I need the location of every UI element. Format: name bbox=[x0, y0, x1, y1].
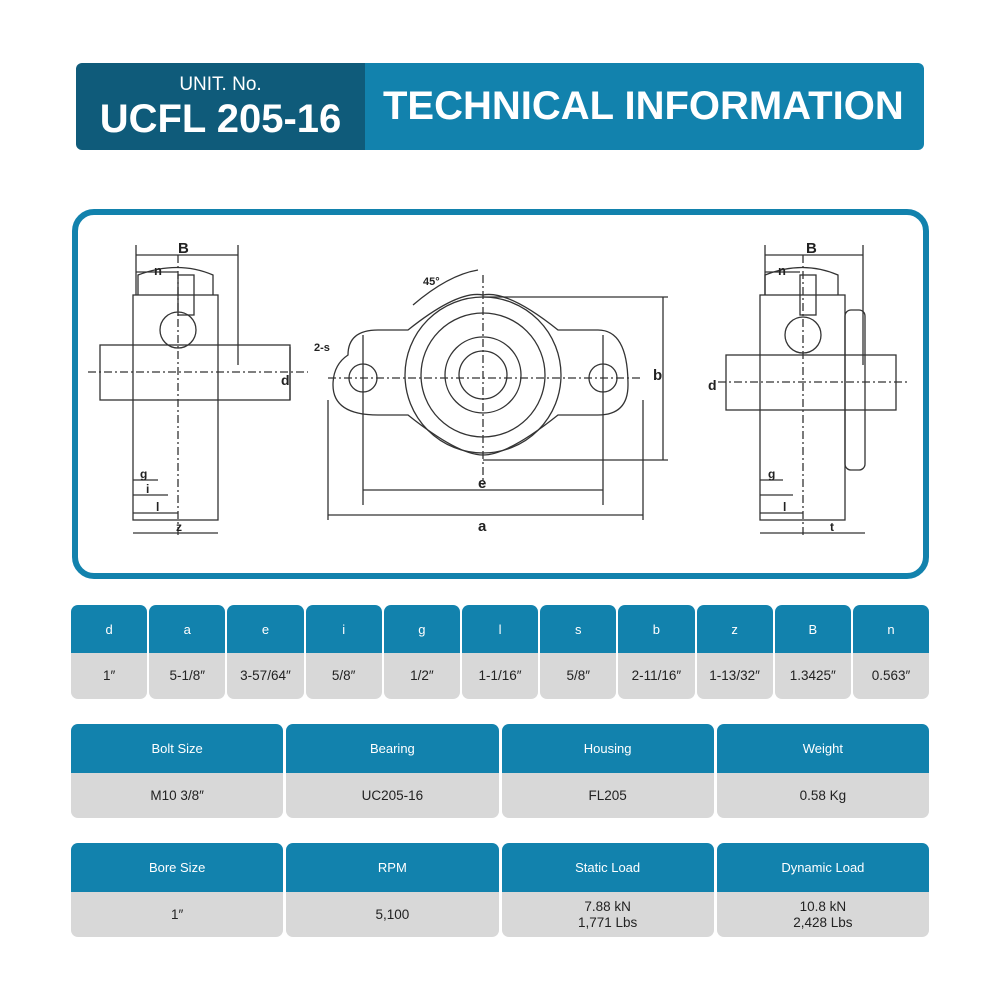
right-label-n: n bbox=[778, 263, 786, 278]
column-value: 1.3425″ bbox=[774, 653, 851, 699]
table-column: Bearing UC205-16 bbox=[286, 724, 499, 818]
column-value: 5-1/8″ bbox=[149, 653, 226, 699]
table-column: Bolt Size M10 3/8″ bbox=[71, 724, 284, 818]
right-label-t: t bbox=[830, 520, 834, 534]
column-header: a bbox=[149, 605, 226, 653]
column-value: FL205 bbox=[501, 773, 714, 818]
value-line: 7.88 kN bbox=[584, 898, 631, 914]
front-view bbox=[327, 269, 668, 520]
column-header: l bbox=[461, 605, 539, 653]
left-label-l: l bbox=[156, 500, 159, 514]
column-header: Housing bbox=[501, 724, 714, 773]
column-header: e bbox=[227, 605, 304, 653]
column-value: 1/2″ bbox=[383, 653, 460, 699]
column-header: b bbox=[618, 605, 695, 653]
technical-drawing: B n d g i l z bbox=[88, 240, 908, 535]
column-header: n bbox=[852, 605, 930, 653]
left-label-z: z bbox=[176, 520, 182, 534]
table-column: i 5/8″ bbox=[305, 605, 382, 699]
table-column: Housing FL205 bbox=[501, 724, 714, 818]
table-column: b 2-11/16″ bbox=[618, 605, 695, 699]
unit-number: UCFL 205-16 bbox=[99, 96, 342, 141]
table-column: Bore Size 1″ bbox=[71, 843, 284, 937]
column-header: Bearing bbox=[286, 724, 499, 773]
table-column: n 0.563″ bbox=[852, 605, 930, 699]
column-header: i bbox=[305, 605, 382, 653]
left-label-i: i bbox=[146, 482, 149, 496]
right-label-d: d bbox=[708, 377, 717, 393]
table-column: a 5-1/8″ bbox=[149, 605, 226, 699]
column-header: Bore Size bbox=[71, 843, 284, 892]
column-header: g bbox=[383, 605, 460, 653]
column-value: 0.58 Kg bbox=[716, 773, 929, 818]
column-value: 5/8″ bbox=[305, 653, 382, 699]
left-label-B: B bbox=[178, 240, 189, 257]
value-line: 5,100 bbox=[375, 906, 410, 922]
table-column: g 1/2″ bbox=[383, 605, 460, 699]
unit-box: UNIT. No. UCFL 205-16 bbox=[76, 63, 365, 150]
specs-table-2: Bore Size 1″ RPM 5,100 Static Load 7.88 kN 1,7… bbox=[71, 843, 929, 937]
column-value: 2-11/16″ bbox=[618, 653, 695, 699]
column-value: 1″ bbox=[71, 653, 148, 699]
table-column: RPM 5,100 bbox=[286, 843, 499, 937]
table-column: Weight 0.58 Kg bbox=[716, 724, 929, 818]
column-value: UC205-16 bbox=[286, 773, 499, 818]
page-title: TECHNICAL INFORMATION bbox=[365, 63, 924, 150]
column-header: RPM bbox=[286, 843, 499, 892]
value-line: 10.8 kN bbox=[799, 898, 847, 914]
column-value: 1-1/16″ bbox=[461, 653, 539, 699]
table-column: d 1″ bbox=[71, 605, 148, 699]
front-label-e: e bbox=[478, 475, 486, 492]
dimensions-table: d 1″ a 5-1/8″ e 3-57/64″ i 5/8″ g 1/2″ l 1-1/16″ s 5/… bbox=[71, 605, 930, 699]
technical-drawing-frame: B n d g i l z bbox=[72, 209, 929, 579]
column-header: Static Load bbox=[501, 843, 714, 892]
right-label-l: l bbox=[783, 500, 786, 514]
table-column: s 5/8″ bbox=[540, 605, 617, 699]
column-header: Dynamic Load bbox=[716, 843, 929, 892]
right-label-g: g bbox=[768, 467, 775, 481]
right-side-view bbox=[718, 245, 908, 535]
front-label-b: b bbox=[653, 367, 662, 384]
column-header: B bbox=[774, 605, 851, 653]
value-line: 2,428 Lbs bbox=[793, 914, 853, 930]
front-label-holes: 2-s bbox=[314, 342, 330, 354]
value-line: 1,771 Lbs bbox=[577, 914, 638, 930]
column-header: z bbox=[696, 605, 773, 653]
column-value: 0.563″ bbox=[852, 653, 930, 699]
right-label-B: B bbox=[806, 240, 817, 257]
column-value: 3-57/64″ bbox=[227, 653, 304, 699]
column-value: 5,100 bbox=[286, 892, 499, 937]
column-header: Weight bbox=[716, 724, 929, 773]
left-label-d: d bbox=[281, 372, 290, 388]
left-side-view bbox=[88, 245, 308, 535]
table-column: Dynamic Load 10.8 kN 2,428 Lbs bbox=[716, 843, 929, 937]
column-value: 5/8″ bbox=[540, 653, 617, 699]
column-value: 1″ bbox=[71, 892, 284, 937]
front-label-a: a bbox=[478, 518, 487, 535]
header-banner: UNIT. No. UCFL 205-16 TECHNICAL INFORMAT… bbox=[76, 63, 924, 150]
specs-table-1: Bolt Size M10 3/8″ Bearing UC205-16 Housing F… bbox=[71, 724, 929, 818]
column-value: 1-13/32″ bbox=[696, 653, 773, 699]
column-header: d bbox=[71, 605, 148, 653]
table-column: l 1-1/16″ bbox=[461, 605, 539, 699]
column-header: Bolt Size bbox=[71, 724, 284, 773]
unit-label: UNIT. No. bbox=[179, 73, 262, 95]
left-label-g: g bbox=[140, 467, 147, 481]
front-label-angle: 45° bbox=[423, 276, 440, 288]
column-value: 10.8 kN 2,428 Lbs bbox=[716, 892, 929, 937]
column-value: M10 3/8″ bbox=[71, 773, 284, 818]
table-column: Static Load 7.88 kN 1,771 Lbs bbox=[501, 843, 714, 937]
table-column: e 3-57/64″ bbox=[227, 605, 304, 699]
left-label-n: n bbox=[154, 263, 162, 278]
column-value: 7.88 kN 1,771 Lbs bbox=[501, 892, 714, 937]
value-line: 1″ bbox=[170, 906, 184, 922]
table-column: B 1.3425″ bbox=[774, 605, 851, 699]
column-header: s bbox=[540, 605, 617, 653]
table-column: z 1-13/32″ bbox=[696, 605, 773, 699]
